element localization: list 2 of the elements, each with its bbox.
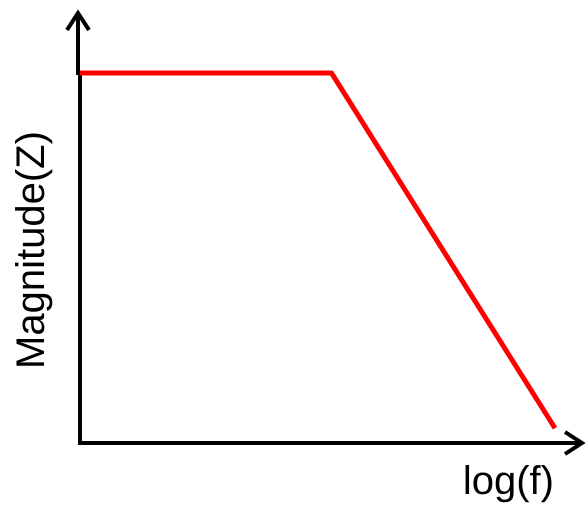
- x-axis-title: log(f): [462, 458, 554, 504]
- y-axis-title: Magnitude(Z): [8, 131, 54, 369]
